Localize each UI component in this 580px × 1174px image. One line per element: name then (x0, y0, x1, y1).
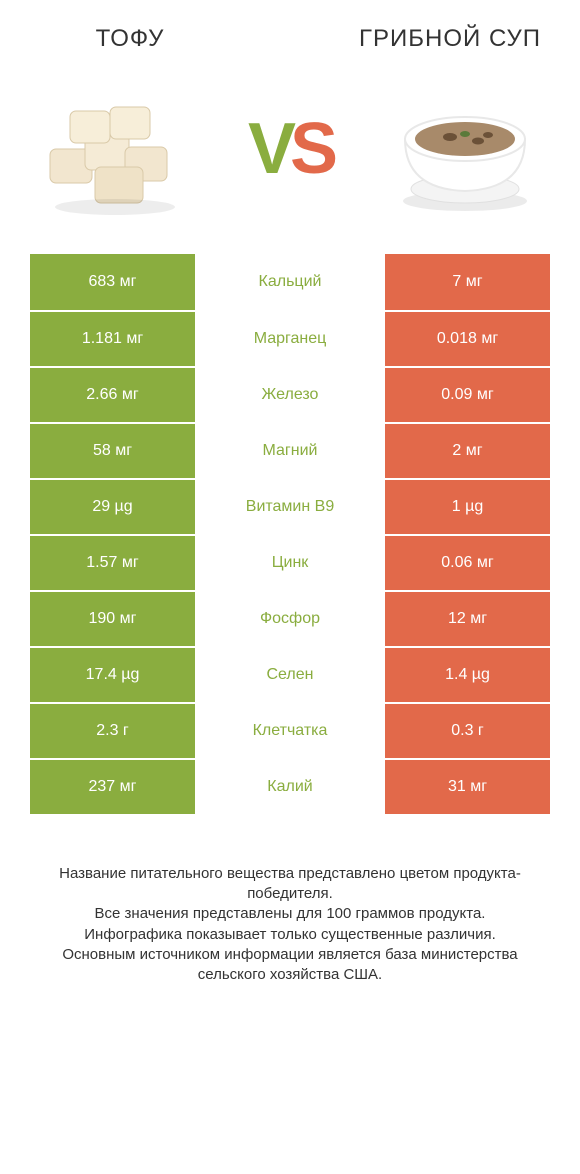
image-row: VS (0, 64, 580, 254)
left-value: 190 мг (30, 592, 195, 646)
nutrient-label: Железо (195, 368, 385, 422)
left-value: 17.4 µg (30, 648, 195, 702)
footer-line: Название питательного вещества представл… (30, 864, 550, 905)
vs-label: VS (248, 108, 332, 190)
table-row: 1.57 мгЦинк0.06 мг (30, 534, 550, 590)
header: ТОФУ ГРИБНОЙ СУП (0, 0, 580, 64)
left-value: 58 мг (30, 424, 195, 478)
right-value: 7 мг (385, 254, 550, 310)
left-value: 237 мг (30, 760, 195, 814)
right-title: ГРИБНОЙ СУП (350, 25, 550, 54)
right-value: 0.018 мг (385, 312, 550, 366)
nutrient-label: Марганец (195, 312, 385, 366)
nutrient-label: Селен (195, 648, 385, 702)
right-value: 2 мг (385, 424, 550, 478)
table-row: 683 мгКальций7 мг (30, 254, 550, 310)
comparison-table: 683 мгКальций7 мг1.181 мгМарганец0.018 м… (30, 254, 550, 814)
table-row: 29 µgВитамин B91 µg (30, 478, 550, 534)
tofu-image (30, 74, 200, 224)
footer-line: Основным источником информации является … (30, 945, 550, 986)
soup-image (380, 74, 550, 224)
footer-notes: Название питательного вещества представл… (30, 864, 550, 986)
table-row: 2.66 мгЖелезо0.09 мг (30, 366, 550, 422)
nutrient-label: Калий (195, 760, 385, 814)
right-value: 0.3 г (385, 704, 550, 758)
nutrient-label: Витамин B9 (195, 480, 385, 534)
nutrient-label: Клетчатка (195, 704, 385, 758)
nutrient-label: Фосфор (195, 592, 385, 646)
table-row: 17.4 µgСелен1.4 µg (30, 646, 550, 702)
vs-v: V (248, 109, 290, 189)
table-row: 237 мгКалий31 мг (30, 758, 550, 814)
right-value: 0.09 мг (385, 368, 550, 422)
table-row: 190 мгФосфор12 мг (30, 590, 550, 646)
table-row: 1.181 мгМарганец0.018 мг (30, 310, 550, 366)
left-value: 1.181 мг (30, 312, 195, 366)
left-value: 683 мг (30, 254, 195, 310)
left-value: 2.3 г (30, 704, 195, 758)
vs-s: S (290, 109, 332, 189)
footer-line: Инфографика показывает только существенн… (30, 925, 550, 945)
right-value: 12 мг (385, 592, 550, 646)
right-value: 1.4 µg (385, 648, 550, 702)
right-value: 31 мг (385, 760, 550, 814)
left-value: 2.66 мг (30, 368, 195, 422)
right-value: 1 µg (385, 480, 550, 534)
right-value: 0.06 мг (385, 536, 550, 590)
nutrient-label: Магний (195, 424, 385, 478)
nutrient-label: Кальций (195, 254, 385, 310)
left-value: 29 µg (30, 480, 195, 534)
nutrient-label: Цинк (195, 536, 385, 590)
table-row: 2.3 гКлетчатка0.3 г (30, 702, 550, 758)
left-value: 1.57 мг (30, 536, 195, 590)
table-row: 58 мгМагний2 мг (30, 422, 550, 478)
left-title: ТОФУ (30, 25, 230, 53)
footer-line: Все значения представлены для 100 граммо… (30, 904, 550, 924)
